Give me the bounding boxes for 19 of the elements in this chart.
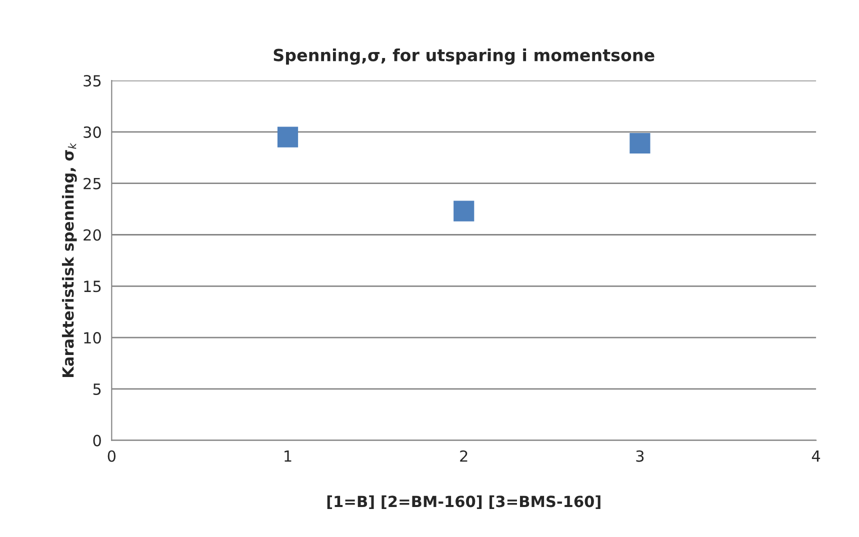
y-tick-label: 25	[84, 178, 101, 190]
y-tick-label: 15	[84, 280, 101, 292]
y-axis-title: Karakteristisk spenning, σ$_{k}$	[62, 142, 77, 377]
point	[630, 132, 650, 154]
x-tick-label: 4	[812, 450, 820, 462]
y-tick-label: 35	[84, 75, 101, 87]
point	[277, 126, 298, 148]
x-tick-label: 3	[636, 450, 644, 462]
x-tick-label: 1	[284, 450, 292, 462]
point	[454, 200, 474, 222]
x-tick-label: 0	[108, 450, 116, 462]
y-tick-label: 5	[93, 384, 101, 395]
chart-title: Spenning,σ, for utsparing i momentsone	[274, 48, 654, 65]
y-tick-label: 20	[84, 229, 101, 241]
y-tick-label: 10	[84, 332, 101, 344]
x-axis-title: [1=B] [2=BM-160] [3=BMS-160]	[327, 495, 600, 510]
y-tick-label: 30	[84, 126, 101, 138]
x-tick-label: 2	[460, 450, 468, 462]
y-tick-label: 0	[93, 434, 101, 446]
